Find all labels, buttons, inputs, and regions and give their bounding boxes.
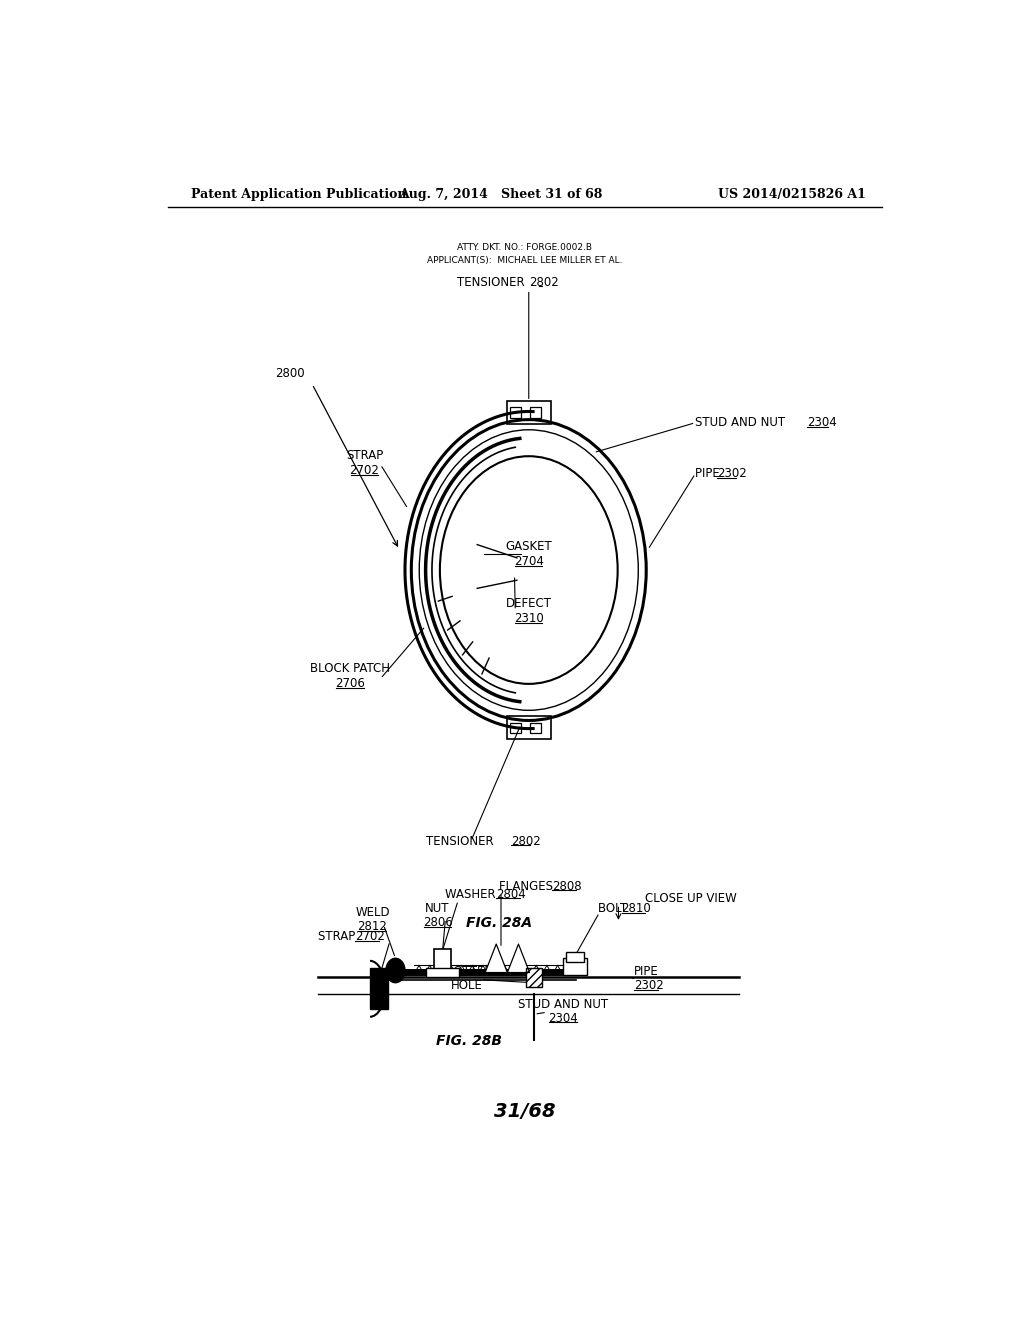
Bar <box>426 969 459 977</box>
Text: SLOTTED: SLOTTED <box>440 965 494 978</box>
Bar <box>530 408 542 417</box>
Text: CLOSE UP VIEW: CLOSE UP VIEW <box>645 892 737 904</box>
Text: GASKET: GASKET <box>506 540 552 553</box>
Text: 2802: 2802 <box>528 276 558 289</box>
Text: 2304: 2304 <box>807 416 837 429</box>
Text: 2802: 2802 <box>511 836 541 847</box>
Text: 2702: 2702 <box>349 463 380 477</box>
Text: PIPE: PIPE <box>634 965 659 978</box>
Polygon shape <box>485 944 507 973</box>
Text: 2304: 2304 <box>548 1011 578 1024</box>
Text: 2804: 2804 <box>497 888 526 900</box>
Text: 2812: 2812 <box>357 920 387 933</box>
Text: 2302: 2302 <box>634 979 665 993</box>
Bar <box>507 401 551 424</box>
Circle shape <box>386 958 404 982</box>
Text: APPLICANT(S):  MICHAEL LEE MILLER ET AL.: APPLICANT(S): MICHAEL LEE MILLER ET AL. <box>427 256 623 264</box>
Text: FIG. 28B: FIG. 28B <box>436 1034 502 1048</box>
Text: TENSIONER: TENSIONER <box>426 836 497 847</box>
Text: STUD AND NUT: STUD AND NUT <box>695 416 790 429</box>
Text: ATTY. DKT. NO.: FORGE.0002.B: ATTY. DKT. NO.: FORGE.0002.B <box>458 243 592 252</box>
Text: 2806: 2806 <box>423 916 453 929</box>
Text: WASHER: WASHER <box>445 888 500 900</box>
Text: NUT: NUT <box>425 902 450 915</box>
Text: BLOCK PATCH: BLOCK PATCH <box>310 663 390 675</box>
Text: HOLE: HOLE <box>451 979 482 993</box>
Text: 2800: 2800 <box>274 367 304 380</box>
Text: 2704: 2704 <box>514 556 544 569</box>
Text: BOLT: BOLT <box>598 902 631 915</box>
Text: US 2014/0215826 A1: US 2014/0215826 A1 <box>718 189 866 202</box>
Text: 31/68: 31/68 <box>494 1102 556 1121</box>
Text: DEFECT: DEFECT <box>506 597 552 610</box>
Text: STRAP: STRAP <box>346 449 383 462</box>
Bar <box>566 952 584 962</box>
Text: 2810: 2810 <box>622 902 651 915</box>
Text: STRAP: STRAP <box>318 931 359 944</box>
Text: 2706: 2706 <box>335 677 366 690</box>
Text: FIG. 28A: FIG. 28A <box>466 916 532 929</box>
Text: 2302: 2302 <box>717 467 746 480</box>
Text: FLANGES: FLANGES <box>500 879 557 892</box>
Bar <box>510 722 521 733</box>
Text: TENSIONER: TENSIONER <box>458 276 528 289</box>
Text: 2702: 2702 <box>355 931 385 944</box>
Text: 2310: 2310 <box>514 612 544 626</box>
Polygon shape <box>507 944 529 973</box>
Bar <box>507 717 551 739</box>
Text: PIPE: PIPE <box>695 467 724 480</box>
Text: Aug. 7, 2014   Sheet 31 of 68: Aug. 7, 2014 Sheet 31 of 68 <box>399 189 603 202</box>
Bar <box>370 969 387 1008</box>
Bar <box>563 958 587 974</box>
Bar <box>530 722 542 733</box>
Text: STUD AND NUT: STUD AND NUT <box>518 998 608 1011</box>
Text: WELD: WELD <box>355 906 390 919</box>
Text: Patent Application Publication: Patent Application Publication <box>191 189 407 202</box>
Text: 2808: 2808 <box>552 879 582 892</box>
Bar <box>526 969 543 987</box>
Bar <box>510 408 521 417</box>
Bar <box>433 949 451 972</box>
